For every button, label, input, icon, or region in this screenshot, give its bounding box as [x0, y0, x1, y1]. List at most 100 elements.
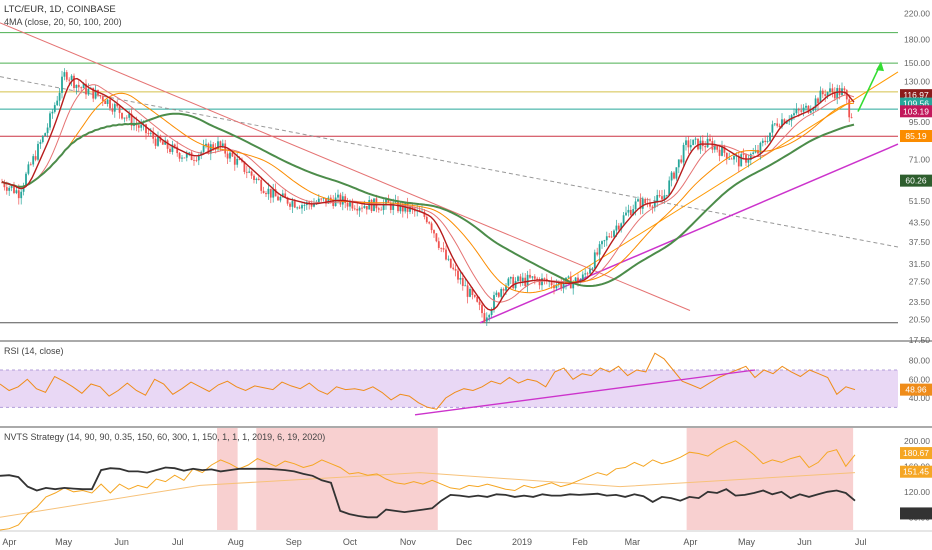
candle-body [704, 146, 707, 148]
candle-body [123, 117, 126, 119]
candle-body [68, 79, 71, 81]
candle-body [70, 75, 73, 80]
candle-body [795, 109, 798, 114]
rsi-axis-tick-0: 80.00 [909, 356, 931, 366]
candle-body [740, 154, 743, 167]
candle-body [809, 110, 812, 113]
price-axis-tick-12: 23.50 [909, 297, 931, 307]
candle-body [728, 158, 731, 160]
candle-body [272, 189, 275, 198]
candle-body [829, 88, 831, 93]
candle-body [629, 209, 632, 215]
candle-body [598, 244, 601, 255]
candle-body [517, 276, 519, 282]
candle-body [49, 113, 51, 128]
price-axis-tick-2: 150.00 [904, 58, 930, 68]
price-axis-tick-11: 27.50 [909, 277, 931, 287]
candle-body [101, 96, 104, 101]
candle-body [257, 178, 260, 180]
candle-body [557, 282, 560, 285]
candle-body [161, 141, 164, 145]
candle-body [392, 202, 395, 210]
candle-body [5, 187, 8, 191]
candle-body [675, 167, 678, 179]
candle-body [293, 201, 296, 208]
candle-body [733, 155, 735, 160]
candle-body [521, 277, 524, 282]
candle-body [296, 207, 299, 209]
candle-body [531, 276, 534, 278]
projection-arrow-head [876, 61, 884, 72]
candle-body [538, 279, 541, 286]
candle-body [593, 252, 596, 269]
candle-body [490, 309, 493, 316]
price-tag-2: 103.19 [903, 106, 929, 116]
price-tag-bg-3 [900, 130, 932, 143]
candle-body [543, 278, 546, 280]
candle-body [473, 294, 476, 297]
time-axis-label-6: Oct [343, 537, 358, 547]
candle-body [51, 111, 54, 114]
candle-body [169, 148, 171, 153]
candle-body [586, 273, 589, 275]
candle-body [656, 195, 659, 202]
candle-body [639, 199, 642, 209]
candle-body [195, 160, 198, 161]
candle-body [106, 99, 109, 105]
candle-body [322, 198, 325, 199]
candle-body [202, 145, 205, 152]
time-axis-label-0: Apr [2, 537, 16, 547]
candle-body [603, 240, 606, 242]
rsi-trendline [414, 369, 756, 416]
candle-body [653, 201, 656, 208]
candle-body [713, 145, 716, 150]
price-axis-tick-4: 95.00 [909, 117, 931, 127]
candle-body [221, 143, 224, 147]
candle-body [725, 152, 728, 160]
ma100-line [1, 92, 855, 294]
candle-body [157, 135, 159, 146]
candle-body [17, 190, 20, 199]
price-axis-tick-5: 71.00 [909, 154, 931, 164]
candle-body [613, 230, 615, 237]
candle-body [601, 241, 603, 245]
candle-body [140, 124, 143, 128]
candle-body [778, 125, 781, 127]
candle-body [255, 178, 258, 180]
rsi-title: RSI (14, close) [4, 346, 64, 356]
candle-body [526, 274, 529, 286]
candle-body [560, 282, 563, 289]
nvts-signal-line [0, 472, 856, 518]
rsi-line [0, 352, 856, 410]
ma200-line [1, 112, 855, 287]
candle-body [137, 125, 140, 128]
candle-body [344, 196, 347, 203]
time-axis-label-1: May [55, 537, 73, 547]
candle-body [836, 88, 839, 99]
candle-body [493, 295, 495, 310]
candle-body [310, 204, 313, 207]
candle-body [471, 288, 474, 295]
descending-trendline [0, 22, 691, 311]
nvts-axis-tick-0: 200.00 [904, 436, 930, 446]
candle-body [190, 152, 193, 161]
candle-body [764, 140, 767, 142]
candle-body [433, 230, 435, 234]
candle-body [188, 152, 191, 154]
candle-body [207, 143, 210, 154]
candle-body [399, 203, 402, 212]
candle-body [485, 317, 488, 322]
candle-body [262, 190, 265, 194]
channel-line [559, 71, 899, 285]
candle-body [173, 144, 176, 147]
candle-body [277, 196, 279, 201]
price-axis-tick-14: 17.50 [909, 335, 931, 345]
candle-body [694, 138, 697, 140]
candle-body [346, 202, 349, 207]
candle-body [442, 248, 445, 250]
candle-body [46, 127, 49, 134]
candle-body [219, 141, 222, 147]
candle-body [298, 207, 301, 209]
candle-body [363, 206, 366, 209]
price-tag-1: 109.56 [903, 99, 929, 109]
